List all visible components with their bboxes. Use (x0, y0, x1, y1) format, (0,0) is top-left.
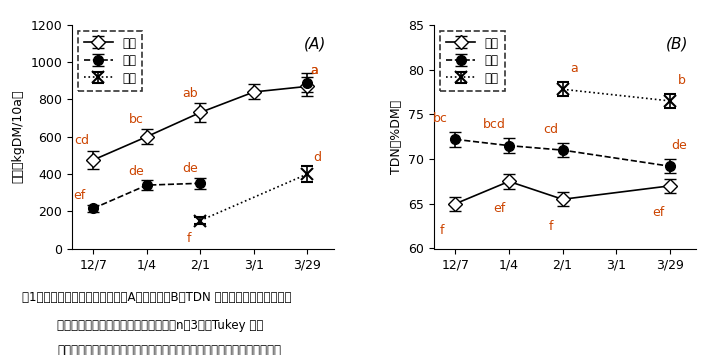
Text: bc: bc (433, 112, 448, 125)
Text: (B): (B) (666, 36, 689, 51)
Text: bc: bc (129, 113, 144, 126)
Text: (A): (A) (304, 36, 327, 51)
Legend: 早播, 標準, 遅播: 早播, 標準, 遅播 (440, 31, 505, 91)
Text: ef: ef (74, 190, 86, 202)
Legend: 早播, 標準, 遅播: 早播, 標準, 遅播 (78, 31, 142, 91)
Text: de: de (182, 162, 197, 175)
Text: ef: ef (652, 207, 664, 219)
Text: de: de (671, 139, 687, 152)
Text: d: d (313, 151, 321, 164)
Text: cd: cd (544, 123, 559, 136)
Text: f: f (440, 224, 444, 237)
Text: ab: ab (182, 87, 197, 100)
Text: 図1　イタリアンライグラスの（A）草量、（B）TDN に及ぼす播種時期の影響: 図1 イタリアンライグラスの（A）草量、（B）TDN に及ぼす播種時期の影響 (22, 291, 291, 304)
Text: a: a (571, 62, 578, 75)
Text: ef: ef (493, 202, 505, 215)
Text: a: a (310, 64, 318, 77)
Text: 遅播区では、１２月・１月は草量が少ないため分析を実施しなかった。: 遅播区では、１２月・１月は草量が少ないため分析を実施しなかった。 (57, 344, 281, 355)
Y-axis label: 草量（kgDM/10a）: 草量（kgDM/10a） (11, 90, 24, 184)
Y-axis label: TDN（%DM）: TDN（%DM） (390, 100, 403, 174)
Text: a: a (310, 64, 318, 77)
Text: b: b (678, 73, 686, 87)
Text: de: de (129, 165, 144, 178)
Text: f: f (186, 232, 191, 245)
Text: bcd: bcd (482, 118, 505, 131)
Text: 同一文字間に５％水準で有意差なし（n＝3，　Tukey 法）: 同一文字間に５％水準で有意差なし（n＝3， Tukey 法） (57, 320, 264, 333)
Text: f: f (549, 220, 553, 233)
Text: cd: cd (74, 134, 89, 147)
